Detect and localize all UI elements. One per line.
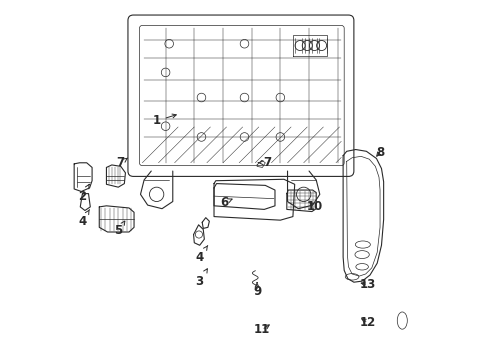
- Text: 7: 7: [117, 156, 127, 169]
- Text: 10: 10: [305, 201, 322, 213]
- Text: 9: 9: [252, 283, 261, 298]
- Text: 13: 13: [359, 278, 376, 291]
- Text: 4: 4: [195, 246, 207, 264]
- Text: 2: 2: [78, 184, 89, 203]
- Text: 7: 7: [258, 156, 271, 169]
- Text: 12: 12: [359, 316, 376, 329]
- Text: 1: 1: [152, 114, 176, 127]
- Text: 11: 11: [253, 323, 269, 336]
- Text: 5: 5: [114, 221, 124, 238]
- Text: 3: 3: [195, 269, 207, 288]
- Text: 6: 6: [220, 196, 232, 209]
- Text: 8: 8: [375, 145, 384, 158]
- Text: 4: 4: [78, 210, 89, 228]
